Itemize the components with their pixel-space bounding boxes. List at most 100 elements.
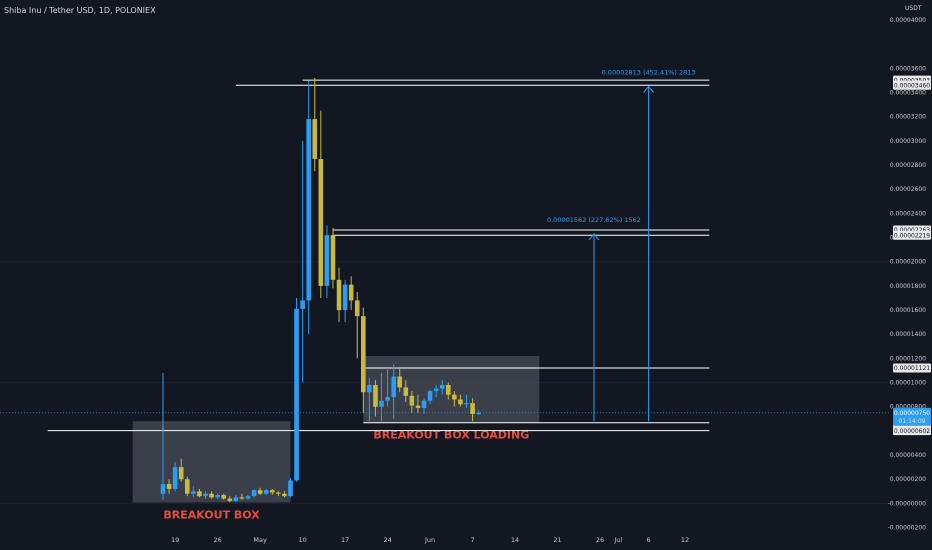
candle-body — [209, 493, 214, 498]
candle — [178, 458, 184, 482]
candle — [470, 398, 475, 422]
candle-body — [191, 491, 196, 494]
candle — [367, 377, 372, 422]
measure-arrow-head-1 — [588, 233, 600, 241]
price-axis: 0.00004000 0.00003600 0.00003400 0.00003200… — [888, 0, 932, 550]
candle — [342, 279, 348, 323]
candle — [458, 394, 463, 407]
candle-body — [367, 384, 372, 393]
candle-body — [330, 235, 336, 280]
candle-body — [245, 496, 251, 499]
candle-body — [458, 399, 463, 405]
candle-body — [263, 490, 269, 494]
x-tick-label: 6 — [647, 536, 651, 544]
price-axis-bg — [890, 0, 932, 550]
candle — [397, 368, 403, 393]
candle — [245, 494, 251, 500]
candle-body — [166, 484, 172, 489]
measures-layer: 0.00001562 (227.62%) 1562 0.00002813 (452… — [547, 69, 696, 422]
candle — [452, 391, 457, 407]
breakout-box-label-1: BREAKOUT BOX — [163, 508, 260, 521]
candle-body — [300, 300, 305, 309]
candles-layer — [160, 78, 481, 503]
y-tick-label: 0.00000200 — [890, 476, 926, 483]
y-tick-label: 0.00000400 — [890, 452, 926, 459]
quote-unit-label: USDT — [905, 5, 922, 12]
y-tick-label: 0.00001600 — [890, 307, 926, 314]
y-tick-label: -0.00000000 — [888, 500, 927, 507]
candle — [269, 488, 275, 495]
candle-body — [421, 400, 427, 408]
candle — [263, 488, 269, 495]
y-tick-label: 0.00004000 — [890, 17, 926, 24]
y-tick-label: 0.00001200 — [890, 355, 926, 362]
candle-body — [288, 480, 293, 497]
current-price-label: 0.00000750 — [894, 410, 930, 417]
candle-body — [336, 279, 342, 311]
candle — [276, 491, 281, 497]
candle-body — [415, 405, 421, 408]
y-tick-label: 0.00002800 — [890, 162, 926, 169]
candle — [439, 380, 445, 395]
x-tick-label: May — [253, 536, 267, 544]
candle-body — [215, 494, 220, 498]
candle-body — [391, 376, 396, 398]
candle — [300, 140, 305, 383]
candle — [294, 297, 299, 482]
candle — [160, 372, 166, 500]
measure-label-2: 0.00002813 (452.41%) 2813 — [602, 69, 696, 77]
y-tick-label: 0.00003400 — [890, 90, 926, 97]
candle-body — [257, 490, 263, 494]
candle-body — [385, 397, 390, 401]
candle — [336, 267, 342, 323]
candle-body — [203, 493, 208, 497]
candle-body — [239, 497, 245, 499]
x-tick-label: 24 — [383, 536, 391, 544]
candle-body — [227, 498, 233, 501]
candle — [221, 493, 226, 500]
x-tick-label: 17 — [341, 536, 349, 544]
candle-body — [373, 384, 378, 407]
y-tick-label: 0.00003000 — [890, 138, 926, 145]
candle — [348, 276, 354, 311]
candle — [197, 488, 202, 498]
y-tick-label: 0.00002600 — [890, 186, 926, 193]
candle-body — [361, 316, 366, 393]
candle — [215, 493, 220, 499]
current-price-countdown: 01:14:09 — [899, 418, 926, 425]
x-tick-label: Jun — [424, 536, 435, 544]
price-tag-label: 0.00002219 — [894, 232, 930, 239]
y-tick-label: 0.00000800 — [890, 404, 926, 411]
candle-body — [276, 492, 281, 494]
candle-body — [221, 494, 226, 499]
candle — [306, 80, 311, 335]
candle-body — [464, 403, 469, 405]
candle-body — [318, 159, 324, 286]
candle — [257, 487, 263, 495]
candle-body — [282, 493, 287, 497]
candle — [209, 491, 214, 499]
candle — [445, 382, 451, 400]
candle — [433, 384, 439, 398]
candle-body — [379, 400, 384, 407]
candle — [233, 494, 239, 503]
price-tag-label: 0.00002263 — [894, 227, 930, 234]
candle-body — [269, 490, 275, 493]
candle — [464, 394, 469, 408]
breakout-box-2 — [363, 355, 540, 423]
candle-body — [348, 284, 354, 301]
price-tag: 0.00003460 — [893, 80, 931, 90]
candle-body — [476, 412, 481, 414]
candle — [427, 389, 433, 405]
candle — [324, 225, 330, 298]
candle-body — [233, 497, 239, 501]
candle-body — [178, 467, 184, 480]
y-tick-label: -0.00000200 — [888, 525, 927, 532]
candle — [282, 491, 287, 498]
candle — [191, 486, 196, 498]
candle-body — [251, 490, 257, 497]
candle — [184, 476, 190, 497]
